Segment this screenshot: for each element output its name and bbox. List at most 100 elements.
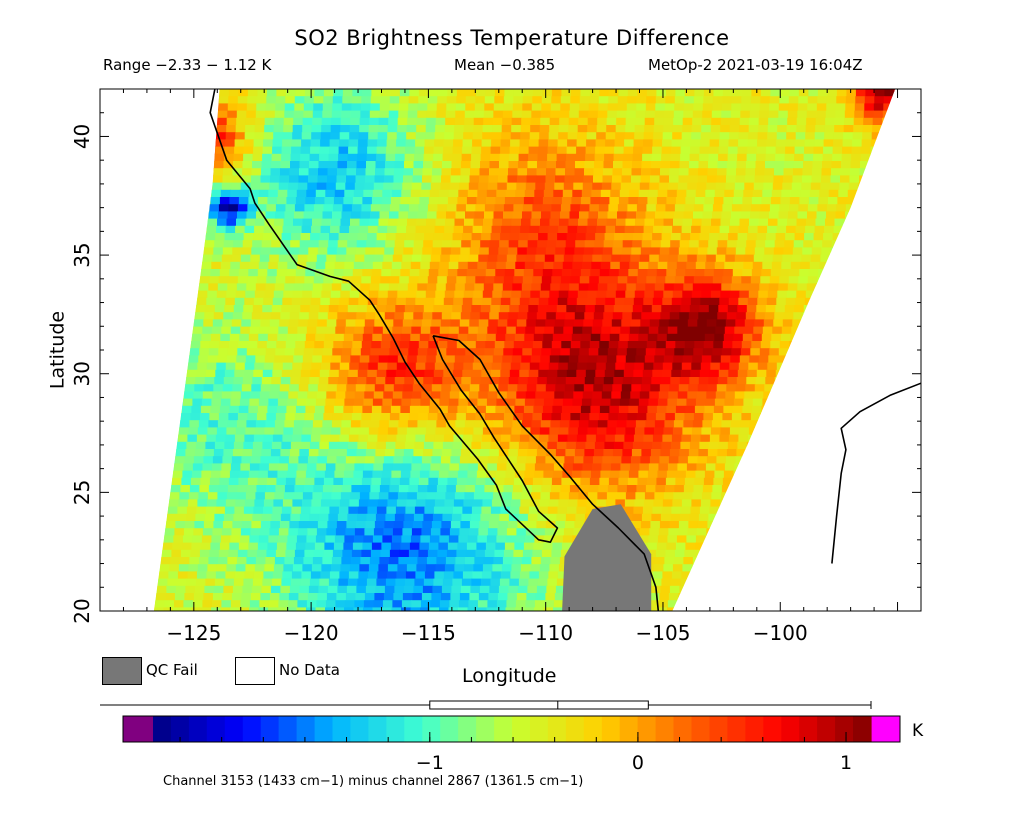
- heatmap-cell: [210, 405, 221, 414]
- heatmap-cell: [249, 261, 260, 270]
- heatmap-cell: [661, 369, 672, 378]
- heatmap-cell: [719, 297, 730, 306]
- heatmap-cell: [300, 146, 311, 155]
- heatmap-cell: [237, 96, 248, 104]
- heatmap-cell: [532, 96, 543, 104]
- heatmap-cell: [712, 96, 723, 104]
- heatmap-cell: [527, 168, 538, 176]
- heatmap-cell: [291, 297, 302, 306]
- heatmap-cell: [691, 362, 702, 371]
- heatmap-cell: [436, 348, 447, 356]
- heatmap-cell: [289, 384, 300, 392]
- heatmap-cell: [164, 463, 175, 472]
- heatmap-cell: [282, 499, 293, 508]
- heatmap-cell: [411, 254, 422, 263]
- heatmap-cell: [702, 110, 713, 119]
- heatmap-cell: [241, 456, 252, 464]
- heatmap-cell: [370, 211, 381, 220]
- heatmap-cell: [453, 434, 464, 443]
- heatmap-cell: [385, 305, 396, 313]
- heatmap-cell: [530, 427, 541, 436]
- heatmap-cell: [380, 89, 391, 97]
- heatmap-cell: [445, 283, 456, 292]
- heatmap-cell: [671, 146, 682, 155]
- heatmap-cell: [247, 341, 258, 349]
- heatmap-cell: [347, 153, 358, 162]
- heatmap-cell: [331, 117, 342, 126]
- heatmap-cell: [206, 139, 217, 148]
- heatmap-cell: [547, 506, 558, 515]
- heatmap-cell: [659, 319, 670, 328]
- heatmap-cell: [518, 377, 529, 385]
- heatmap-cell: [742, 405, 753, 414]
- heatmap-cell: [413, 168, 424, 176]
- heatmap-cell: [367, 506, 378, 515]
- heatmap-cell: [310, 434, 321, 443]
- heatmap-cell: [694, 89, 705, 97]
- heatmap-cell: [532, 89, 543, 97]
- heatmap-cell: [286, 542, 297, 551]
- heatmap-cell: [516, 456, 527, 464]
- heatmap-cell: [365, 384, 376, 392]
- heatmap-cell: [699, 305, 710, 313]
- heatmap-cell: [202, 463, 213, 472]
- heatmap-cell: [613, 377, 624, 385]
- heatmap-cell: [696, 326, 707, 335]
- heatmap-cell: [280, 585, 291, 594]
- heatmap-cell: [775, 369, 786, 378]
- colorbar-segment: [799, 716, 818, 742]
- heatmap-cell: [321, 564, 332, 572]
- heatmap-cell: [370, 204, 381, 212]
- heatmap-cell: [707, 384, 718, 392]
- heatmap-cell: [784, 153, 795, 162]
- heatmap-cell: [615, 290, 626, 299]
- heatmap-cell: [653, 362, 664, 371]
- heatmap-cell: [527, 240, 538, 248]
- heatmap-cell: [312, 492, 323, 500]
- heatmap-cell: [325, 535, 336, 544]
- heatmap-cell: [516, 319, 527, 328]
- heatmap-cell: [697, 247, 708, 256]
- heatmap-cell: [441, 175, 452, 184]
- heatmap-cell: [551, 96, 562, 104]
- heatmap-cell: [395, 305, 406, 313]
- heatmap-cell: [683, 103, 694, 112]
- heatmap-cell: [519, 233, 530, 241]
- heatmap-cell: [296, 607, 307, 611]
- heatmap-cell: [584, 240, 595, 248]
- heatmap-cell: [604, 369, 615, 378]
- heatmap-cell: [365, 175, 376, 184]
- heatmap-cell: [772, 182, 783, 191]
- heatmap-cell: [465, 103, 476, 112]
- heatmap-cell: [584, 161, 595, 169]
- heatmap-cell: [709, 506, 720, 515]
- heatmap-cell: [401, 261, 412, 270]
- heatmap-cell: [206, 297, 217, 306]
- heatmap-cell: [737, 153, 748, 162]
- heatmap-cell: [503, 211, 514, 220]
- heatmap-cell: [604, 305, 615, 313]
- heatmap-cell: [796, 125, 807, 133]
- heatmap-cell: [404, 578, 415, 587]
- heatmap-cell: [841, 153, 852, 162]
- heatmap-cell: [691, 225, 702, 234]
- heatmap-cell: [578, 492, 589, 500]
- heatmap-cell: [523, 341, 534, 349]
- heatmap-cell: [641, 449, 652, 457]
- heatmap-cell: [402, 319, 413, 328]
- heatmap-cell: [485, 269, 496, 277]
- heatmap-cell: [583, 247, 594, 256]
- heatmap-cell: [695, 261, 706, 270]
- heatmap-cell: [479, 384, 490, 392]
- heatmap-cell: [255, 110, 266, 119]
- heatmap-cell: [717, 377, 728, 385]
- heatmap-cell: [368, 225, 379, 234]
- heatmap-cell: [795, 297, 806, 306]
- heatmap-cell: [441, 384, 452, 392]
- heatmap-cell: [678, 456, 689, 464]
- heatmap-cell: [538, 297, 549, 306]
- heatmap-cell: [215, 233, 226, 241]
- heatmap-cell: [432, 377, 443, 385]
- heatmap-cell: [607, 485, 618, 493]
- heatmap-cell: [532, 341, 543, 349]
